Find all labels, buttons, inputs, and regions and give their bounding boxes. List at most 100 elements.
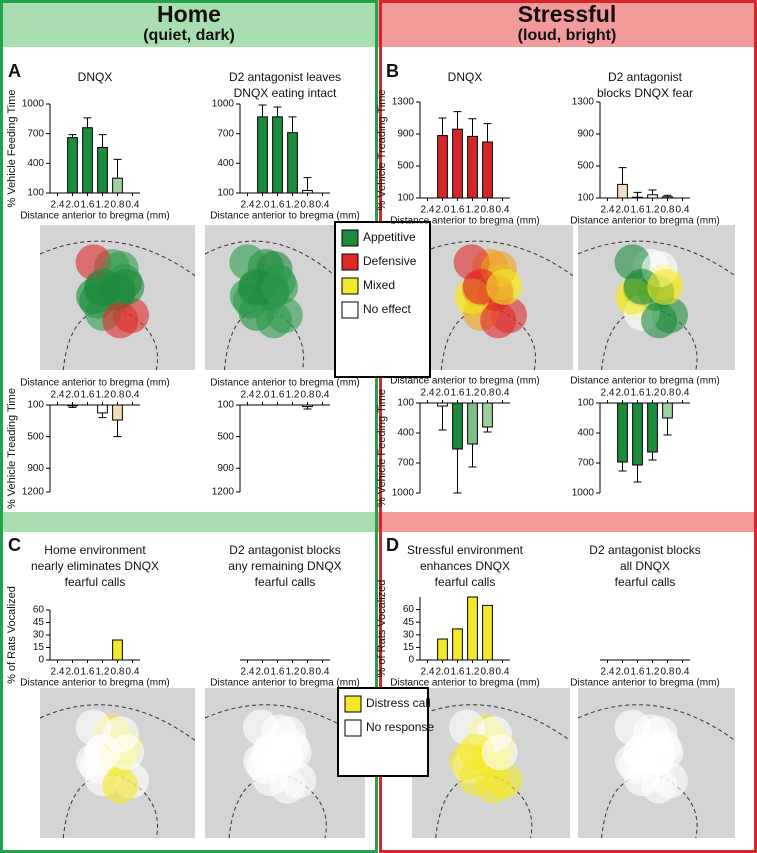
- y-tick-label: 1000: [22, 99, 45, 110]
- error-bar: [98, 412, 107, 419]
- y-tick-label: 700: [217, 128, 234, 139]
- x-tick-label: 0.8: [301, 200, 315, 211]
- error-bar: [483, 427, 492, 433]
- y-tick-label: 1300: [392, 97, 415, 108]
- error-bar: [303, 406, 312, 410]
- x-tick-label: 0.8: [111, 390, 125, 401]
- site-blob: [641, 767, 678, 804]
- x-tick-label: 0.4: [126, 667, 140, 678]
- bar: [82, 127, 93, 194]
- legend-label: No response: [366, 720, 434, 734]
- x-tick-label: 1.2: [466, 667, 480, 678]
- panel-letter: A: [8, 61, 21, 81]
- x-tick-label: 0.4: [676, 205, 690, 216]
- site-blob: [641, 302, 678, 339]
- x-tick-label: 0.4: [316, 667, 330, 678]
- chart-title: D2 antagonist blocks: [589, 543, 700, 557]
- x-tick-label: 0.4: [316, 200, 330, 211]
- x-tick-label: 0.8: [481, 667, 495, 678]
- bar: [112, 404, 123, 421]
- error-bar: [648, 189, 657, 195]
- error-bar: [438, 406, 447, 431]
- x-axis-label: Distance anterior to bregma (mm): [20, 678, 170, 689]
- error-bar: [113, 420, 122, 438]
- bar: [482, 141, 493, 199]
- x-tick-label: 2.0: [256, 200, 270, 211]
- chart-title: DNQX: [78, 70, 113, 84]
- y-tick-label: 400: [577, 428, 594, 439]
- y-tick-label: 1200: [212, 487, 235, 498]
- y-tick-label: 100: [397, 398, 414, 409]
- stress-separator: [378, 512, 757, 532]
- legend-box: [334, 221, 431, 378]
- site-blob: [108, 268, 145, 305]
- legend-label: Distress call: [366, 696, 431, 710]
- chart-title: fearful calls: [255, 575, 316, 589]
- x-tick-label: 2.4: [51, 390, 65, 401]
- bar: [437, 135, 448, 199]
- x-tick-label: 1.6: [451, 667, 465, 678]
- y-tick-label: 700: [27, 128, 44, 139]
- x-tick-label: 2.4: [601, 667, 615, 678]
- site-blob: [108, 734, 145, 771]
- bar: [452, 128, 463, 199]
- x-tick-label: 0.8: [661, 388, 675, 399]
- x-tick-label: 2.0: [256, 390, 270, 401]
- x-tick-label: 1.2: [96, 200, 110, 211]
- site-blob: [262, 268, 299, 305]
- y-tick-label: 500: [397, 161, 414, 172]
- x-tick-label: 1.2: [466, 388, 480, 399]
- error-bar: [633, 465, 642, 483]
- legend-swatch: [341, 277, 359, 295]
- bar: [287, 132, 298, 194]
- chart-title: D2 antagonist: [608, 70, 683, 84]
- chart-title: fearful calls: [435, 575, 496, 589]
- x-tick-label: 0.8: [661, 205, 675, 216]
- bar: [302, 190, 313, 194]
- home-separator: [0, 512, 378, 532]
- bar: [482, 402, 493, 428]
- y-tick-label: 400: [397, 428, 414, 439]
- x-tick-label: 2.0: [256, 667, 270, 678]
- x-tick-label: 2.4: [51, 667, 65, 678]
- bar: [662, 402, 673, 419]
- x-axis-label: Distance anterior to bregma (mm): [570, 678, 720, 689]
- panel-letter: B: [386, 61, 399, 81]
- bar: [257, 116, 268, 194]
- site-blob: [275, 734, 312, 771]
- x-axis-label: Distance anterior to bregma (mm): [210, 678, 360, 689]
- y-axis-label: % Vehicle Feeding Time: [6, 89, 18, 207]
- site-blob: [480, 302, 517, 339]
- chart-title: blocks DNQX fear: [597, 86, 693, 100]
- site-blob: [486, 268, 523, 305]
- error-bar: [648, 452, 657, 461]
- x-tick-label: 2.0: [66, 200, 80, 211]
- x-tick-label: 0.8: [111, 200, 125, 211]
- x-tick-label: 0.8: [301, 667, 315, 678]
- home-header-band: [0, 0, 378, 47]
- y-tick-label: 15: [33, 642, 45, 653]
- x-tick-label: 1.6: [81, 390, 95, 401]
- error-bar: [438, 117, 447, 136]
- x-tick-label: 1.6: [631, 667, 645, 678]
- y-tick-label: 700: [397, 458, 414, 469]
- error-bar: [618, 167, 627, 185]
- site-blob: [481, 734, 518, 771]
- x-tick-label: 2.4: [421, 388, 435, 399]
- x-tick-label: 0.4: [126, 390, 140, 401]
- x-tick-label: 2.0: [616, 667, 630, 678]
- x-tick-label: 1.6: [631, 388, 645, 399]
- site-blob: [102, 302, 139, 339]
- error-bar: [258, 104, 267, 117]
- x-tick-label: 2.4: [51, 200, 65, 211]
- x-axis-label: Distance anterior to bregma (mm): [20, 211, 170, 222]
- site-blob: [102, 767, 139, 804]
- y-tick-label: 100: [577, 193, 594, 204]
- x-tick-label: 0.4: [126, 200, 140, 211]
- y-tick-label: 30: [33, 630, 45, 641]
- bar: [617, 402, 628, 463]
- x-tick-label: 2.0: [66, 390, 80, 401]
- x-tick-label: 0.4: [496, 667, 510, 678]
- brain-outline: [411, 704, 571, 839]
